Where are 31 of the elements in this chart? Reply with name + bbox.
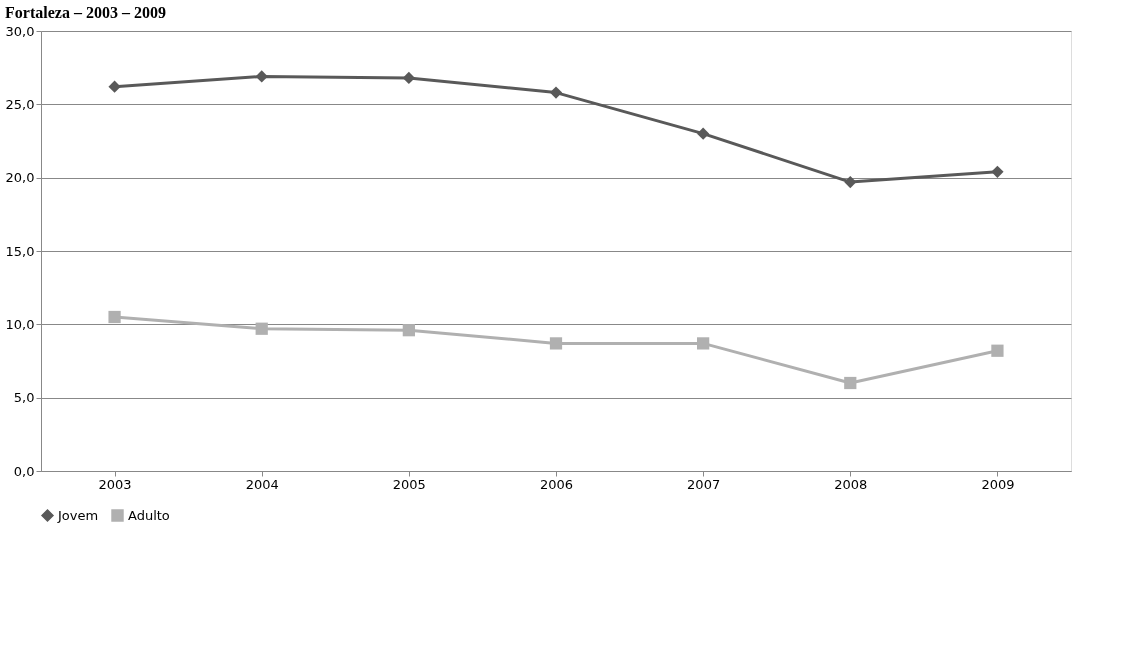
x-tick-label: 2003 <box>98 476 132 492</box>
x-tick-label: 2004 <box>245 476 279 492</box>
y-tick-label: 25,0 <box>5 96 35 112</box>
y-tick-label: 5,0 <box>13 390 35 406</box>
point <box>697 337 710 350</box>
legend-label: Jovem <box>57 507 99 523</box>
point <box>402 324 415 337</box>
point <box>402 71 415 85</box>
x-tick-label: 2009 <box>981 476 1015 492</box>
y-tick-label: 30,0 <box>5 23 35 39</box>
point <box>255 70 268 83</box>
chart-title: Fortaleza – 2003 – 2009 <box>5 4 166 21</box>
y-tick-label: 15,0 <box>5 243 35 259</box>
point <box>991 165 1004 178</box>
point <box>991 344 1004 357</box>
y-tick-label: 0,0 <box>13 463 35 479</box>
y-tick-label: 10,0 <box>5 316 35 332</box>
point <box>255 322 268 335</box>
point <box>697 127 710 140</box>
x-tick-label: 2006 <box>539 476 574 492</box>
legend-label: Adulto <box>128 507 170 523</box>
point <box>549 337 563 350</box>
point <box>108 80 121 93</box>
x-tick-label: 2007 <box>687 476 721 492</box>
y-tick-label: 20,0 <box>5 170 35 186</box>
x-tick-label: 2008 <box>834 476 868 492</box>
x-tick-label: 2005 <box>392 476 426 492</box>
point <box>549 86 563 99</box>
point <box>844 376 857 390</box>
point <box>108 310 121 324</box>
point <box>844 175 857 189</box>
